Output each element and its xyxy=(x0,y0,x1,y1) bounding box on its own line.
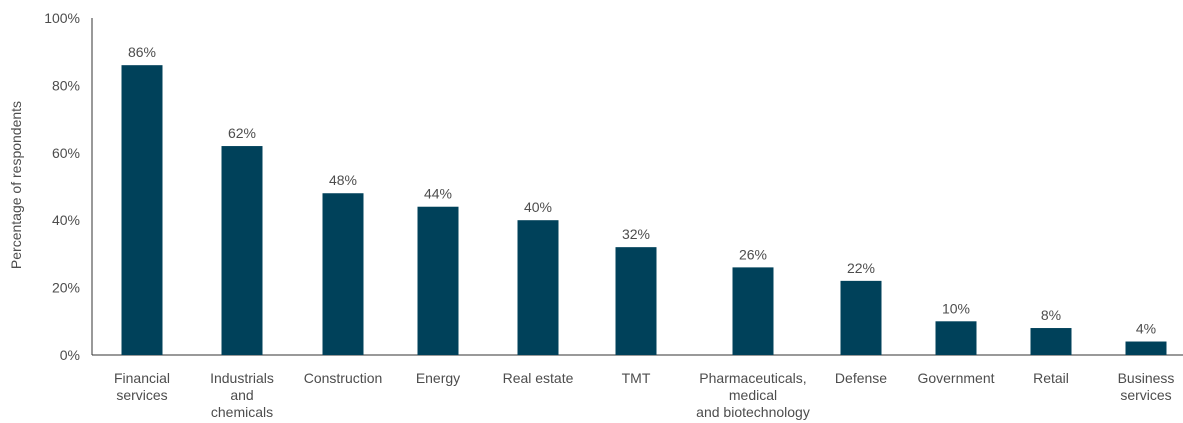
category-label: Industrials and chemicals xyxy=(210,370,274,420)
category-label-line: and biotechnology xyxy=(696,404,810,420)
data-label: 22% xyxy=(847,260,875,276)
y-tick-label: 60% xyxy=(52,145,80,161)
category-label: TMT xyxy=(622,370,651,386)
category-label-line: Pharmaceuticals, xyxy=(699,370,806,386)
y-tick-label: 0% xyxy=(60,347,80,363)
category-label: Real estate xyxy=(503,370,574,386)
category-label-line: Business xyxy=(1118,370,1175,386)
y-tick-label: 20% xyxy=(52,280,80,296)
bar xyxy=(615,247,657,355)
category-label-line: and xyxy=(230,387,253,403)
data-label: 86% xyxy=(128,44,156,60)
y-tick-label: 80% xyxy=(52,77,80,93)
category-label: Pharmaceuticals, medical and biotechnology xyxy=(696,370,810,420)
category-label: Business services xyxy=(1118,370,1175,403)
category-label-line: Financial xyxy=(114,370,170,386)
bar xyxy=(935,321,977,355)
category-label-line: Industrials xyxy=(210,370,274,386)
category-label: Financial services xyxy=(114,370,170,403)
category-label: Retail xyxy=(1033,370,1069,386)
bars xyxy=(121,65,1167,356)
bar xyxy=(1030,328,1072,355)
category-label: Construction xyxy=(304,370,383,386)
bar xyxy=(840,280,882,355)
data-label: 26% xyxy=(739,246,767,262)
category-label-line: services xyxy=(1120,387,1171,403)
bar xyxy=(121,65,163,356)
data-label: 40% xyxy=(524,199,552,215)
category-label-line: medical xyxy=(729,387,777,403)
bar xyxy=(517,220,559,355)
y-axis-title: Percentage of respondents xyxy=(8,101,24,269)
bar xyxy=(322,193,364,355)
category-label-line: Defense xyxy=(835,370,887,386)
category-label-line: Energy xyxy=(416,370,460,386)
category-label-line: Government xyxy=(917,370,994,386)
category-label-line: TMT xyxy=(622,370,651,386)
category-label-line: Real estate xyxy=(503,370,574,386)
bar xyxy=(732,267,774,355)
data-label: 32% xyxy=(622,226,650,242)
category-label: Government xyxy=(917,370,994,386)
bar xyxy=(221,146,263,355)
category-label: Defense xyxy=(835,370,887,386)
category-label-line: Retail xyxy=(1033,370,1069,386)
data-labels: 86% 62% 48% 44% 40% 32% 26% 22% 10% 8% 4% xyxy=(128,44,1156,336)
category-label-line: chemicals xyxy=(211,404,273,420)
y-tick-label: 40% xyxy=(52,212,80,228)
bar xyxy=(1125,341,1167,355)
y-tick-labels: 0% 20% 40% 60% 80% 100% xyxy=(44,10,80,363)
data-label: 62% xyxy=(228,125,256,141)
category-label: Energy xyxy=(416,370,460,386)
category-label-line: Construction xyxy=(304,370,383,386)
data-label: 4% xyxy=(1136,321,1156,337)
data-label: 48% xyxy=(329,172,357,188)
data-label: 44% xyxy=(424,186,452,202)
data-label: 8% xyxy=(1041,307,1061,323)
category-label-line: services xyxy=(116,387,167,403)
y-tick-label: 100% xyxy=(44,10,80,26)
data-label: 10% xyxy=(942,300,970,316)
bar xyxy=(417,206,459,355)
